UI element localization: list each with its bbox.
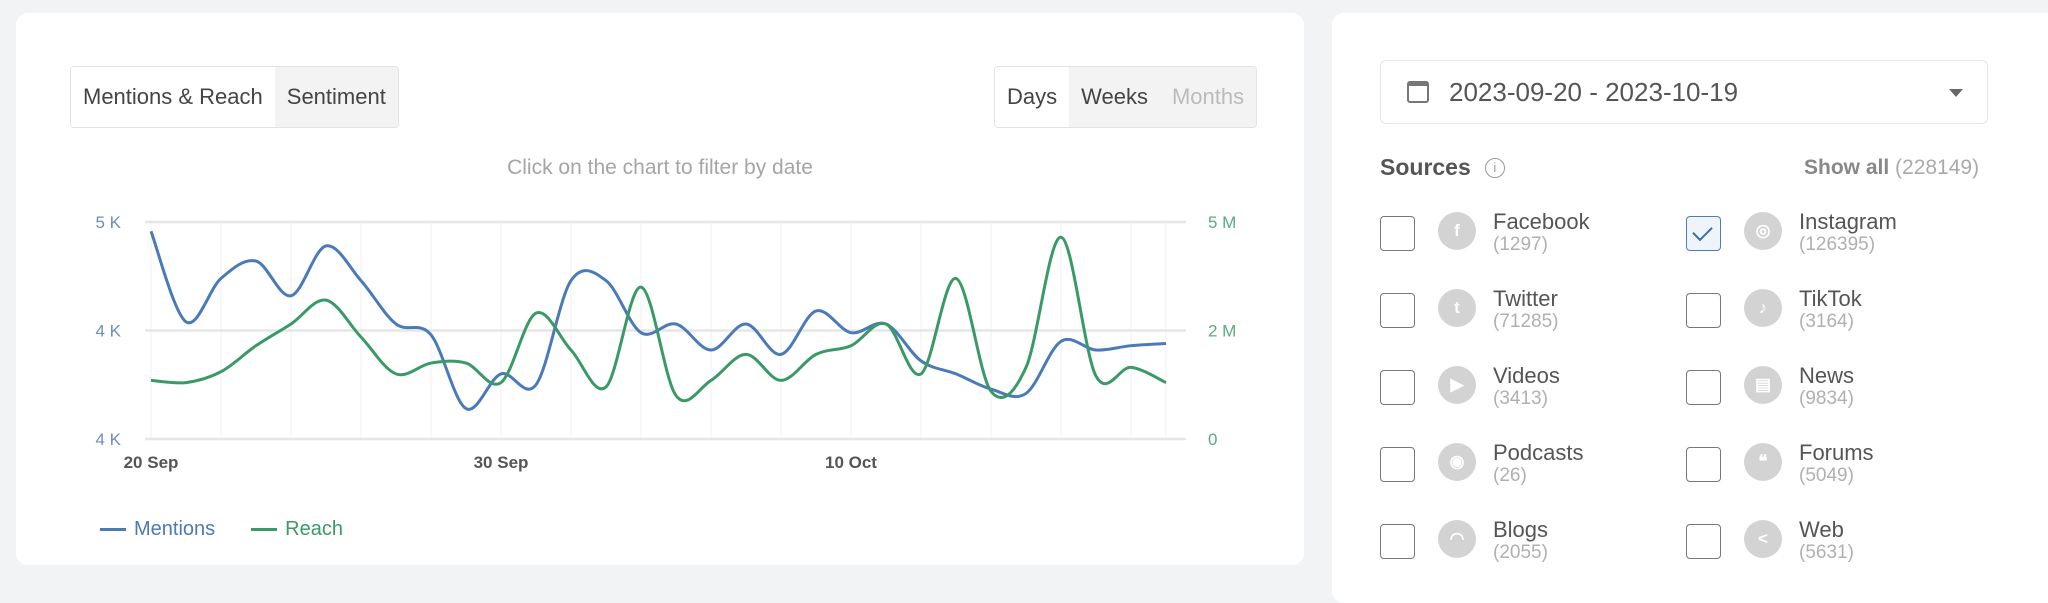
sources-heading: Sources i bbox=[1380, 154, 1505, 181]
source-item-facebook[interactable]: f Facebook (1297) bbox=[1380, 209, 1680, 272]
view-toggle: Mentions & Reach Sentiment bbox=[70, 66, 399, 128]
source-item-twitter[interactable]: t Twitter (71285) bbox=[1380, 286, 1680, 349]
source-count: (71285) bbox=[1493, 311, 1559, 332]
source-checkbox[interactable] bbox=[1686, 447, 1721, 482]
source-count: (3164) bbox=[1799, 311, 1854, 332]
source-checkbox[interactable] bbox=[1380, 216, 1415, 251]
period-toggle: Days Weeks Months bbox=[994, 66, 1258, 128]
x-tick-label: 30 Sep bbox=[474, 453, 529, 472]
source-name: Twitter bbox=[1493, 286, 1558, 311]
mentions-reach-chart[interactable]: 5 K 5 M 4 K 2 M 4 K 0 20 Sep 30 Sep 10 Oct bbox=[16, 13, 1304, 493]
source-name: Instagram bbox=[1799, 209, 1897, 234]
filters-panel: 2023-09-20 - 2023-10-19 Sources i Show a… bbox=[1332, 13, 2048, 603]
source-item-videos[interactable]: ▶ Videos (3413) bbox=[1380, 363, 1680, 426]
source-name: Web bbox=[1799, 517, 1844, 542]
tab-sentiment[interactable]: Sentiment bbox=[274, 67, 398, 127]
source-name: Facebook bbox=[1493, 209, 1590, 234]
y-right-tick-label: 2 M bbox=[1208, 322, 1236, 341]
instagram-icon: ◎ bbox=[1744, 212, 1782, 250]
period-months[interactable]: Months bbox=[1159, 67, 1257, 127]
x-tick-label: 20 Sep bbox=[124, 453, 179, 472]
source-item-web[interactable]: < Web (5631) bbox=[1686, 517, 1986, 580]
facebook-icon: f bbox=[1438, 212, 1476, 250]
source-name: Forums bbox=[1799, 440, 1874, 465]
source-name: News bbox=[1799, 363, 1855, 388]
legend-reach[interactable]: Reach bbox=[251, 518, 343, 541]
period-days[interactable]: Days bbox=[995, 67, 1070, 127]
source-checkbox[interactable] bbox=[1686, 293, 1721, 328]
y-left-tick-label: 4 K bbox=[95, 322, 121, 341]
share-icon: < bbox=[1744, 520, 1782, 558]
source-count: (3413) bbox=[1493, 388, 1548, 409]
date-range-value: 2023-09-20 - 2023-10-19 bbox=[1449, 76, 1739, 107]
period-weeks[interactable]: Weeks bbox=[1069, 67, 1160, 127]
source-name: Blogs bbox=[1493, 517, 1549, 542]
source-item-forums[interactable]: ❝ Forums (5049) bbox=[1686, 440, 1986, 503]
y-left-tick-label: 5 K bbox=[95, 213, 121, 232]
source-checkbox[interactable] bbox=[1686, 524, 1721, 559]
forums-icon: ❝ bbox=[1744, 443, 1782, 481]
chart-hint: Click on the chart to filter by date bbox=[507, 156, 813, 179]
source-name: TikTok bbox=[1799, 286, 1862, 311]
source-count: (5049) bbox=[1799, 465, 1854, 486]
rss-icon: ◠ bbox=[1438, 520, 1476, 558]
date-range-picker[interactable]: 2023-09-20 - 2023-10-19 bbox=[1380, 60, 1988, 124]
source-count: (2055) bbox=[1493, 542, 1548, 563]
source-checkbox[interactable] bbox=[1686, 370, 1721, 405]
source-checkbox[interactable] bbox=[1380, 293, 1415, 328]
source-item-blogs[interactable]: ◠ Blogs (2055) bbox=[1380, 517, 1680, 580]
source-item-podcasts[interactable]: ◉ Podcasts (26) bbox=[1380, 440, 1680, 503]
source-checkbox[interactable] bbox=[1380, 447, 1415, 482]
calendar-icon bbox=[1407, 81, 1429, 103]
chart-card: Mentions & Reach Sentiment Days Weeks Mo… bbox=[16, 13, 1304, 565]
legend-mentions[interactable]: Mentions bbox=[100, 518, 215, 541]
source-item-news[interactable]: ▤ News (9834) bbox=[1686, 363, 1986, 426]
source-item-tiktok[interactable]: ♪ TikTok (3164) bbox=[1686, 286, 1986, 349]
news-icon: ▤ bbox=[1744, 366, 1782, 404]
series-line-reach bbox=[150, 235, 1167, 403]
show-all-link[interactable]: Show all (228149) bbox=[1804, 156, 1980, 179]
source-item-instagram[interactable]: ◎ Instagram (126395) bbox=[1686, 209, 1986, 272]
source-checkbox[interactable] bbox=[1380, 370, 1415, 405]
tab-mentions-reach[interactable]: Mentions & Reach bbox=[71, 67, 275, 127]
source-checkbox[interactable] bbox=[1686, 216, 1721, 251]
series-line-mentions bbox=[149, 230, 1167, 411]
source-count: (126395) bbox=[1799, 234, 1876, 255]
y-right-tick-label: 0 bbox=[1208, 430, 1217, 449]
chevron-down-icon bbox=[1949, 89, 1963, 97]
source-name: Videos bbox=[1493, 363, 1560, 388]
source-count: (5631) bbox=[1799, 542, 1854, 563]
play-icon: ▶ bbox=[1438, 366, 1476, 404]
podcast-icon: ◉ bbox=[1438, 443, 1476, 481]
chart-legend: Mentions Reach bbox=[100, 518, 343, 541]
y-left-tick-label: 4 K bbox=[95, 430, 121, 449]
tiktok-icon: ♪ bbox=[1744, 289, 1782, 327]
y-right-tick-label: 5 M bbox=[1208, 213, 1236, 232]
source-count: (9834) bbox=[1799, 388, 1854, 409]
info-icon[interactable]: i bbox=[1484, 157, 1505, 178]
x-tick-label: 10 Oct bbox=[825, 453, 877, 472]
source-name: Podcasts bbox=[1493, 440, 1584, 465]
twitter-icon: t bbox=[1438, 289, 1476, 327]
source-count: (26) bbox=[1493, 465, 1527, 486]
source-count: (1297) bbox=[1493, 234, 1548, 255]
source-checkbox[interactable] bbox=[1380, 524, 1415, 559]
